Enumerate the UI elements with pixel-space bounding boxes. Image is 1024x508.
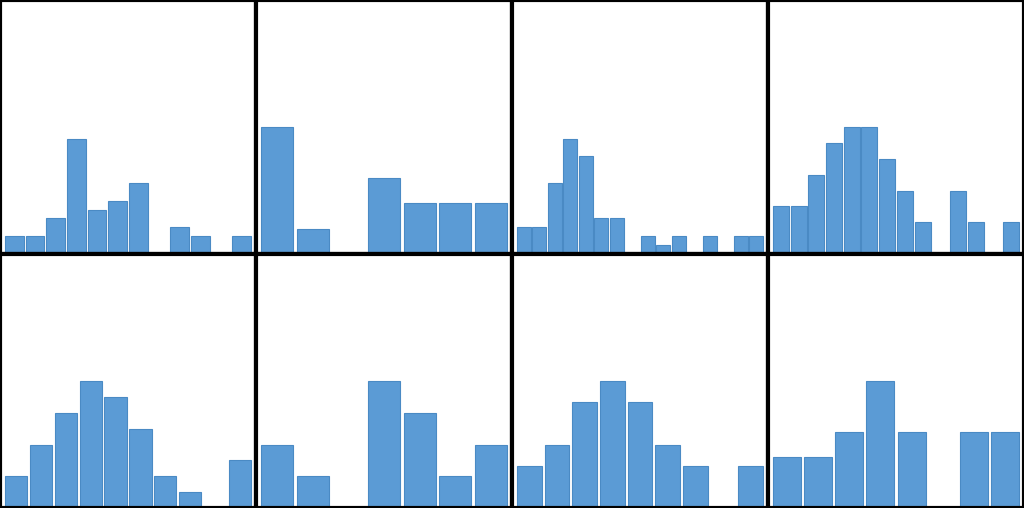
Bar [532,228,547,254]
Bar [897,190,912,254]
Bar [773,206,788,254]
Bar [88,210,106,254]
Bar [1004,223,1019,254]
Bar [80,381,102,508]
Bar [808,175,824,254]
Bar [791,206,807,254]
Bar [403,412,436,508]
Bar [545,444,569,508]
Bar [750,236,763,254]
Bar [5,477,28,508]
Bar [30,444,52,508]
Bar [641,236,654,254]
Bar [826,143,842,254]
Bar [475,203,507,254]
Bar [439,203,471,254]
Bar [179,492,202,508]
Bar [672,236,686,254]
Bar [579,156,593,254]
Bar [844,127,860,254]
Bar [950,190,966,254]
Bar [403,203,436,254]
Bar [548,183,562,254]
Bar [67,139,86,254]
Bar [261,444,293,508]
Bar [991,432,1019,508]
Bar [191,236,210,254]
Bar [563,139,578,254]
Bar [297,477,329,508]
Bar [968,223,984,254]
Bar [517,228,530,254]
Bar [439,477,471,508]
Bar [517,466,542,508]
Bar [804,457,833,508]
Bar [683,466,708,508]
Bar [54,412,77,508]
Bar [46,218,65,254]
Bar [866,381,894,508]
Bar [109,201,127,254]
Bar [738,466,763,508]
Bar [228,460,251,508]
Bar [129,183,147,254]
Bar [959,432,988,508]
Bar [261,127,293,254]
Bar [594,218,608,254]
Bar [475,444,507,508]
Bar [702,236,717,254]
Bar [5,236,24,254]
Bar [297,229,329,254]
Bar [232,236,251,254]
Bar [898,432,926,508]
Bar [773,457,801,508]
Bar [600,381,625,508]
Bar [914,223,931,254]
Bar [880,158,895,254]
Bar [170,228,189,254]
Bar [368,178,400,254]
Bar [26,236,44,254]
Bar [572,402,597,508]
Bar [733,236,748,254]
Bar [368,381,400,508]
Bar [836,432,863,508]
Bar [656,245,670,254]
Bar [861,127,878,254]
Bar [655,444,680,508]
Bar [104,397,127,508]
Bar [610,218,624,254]
Bar [129,429,152,508]
Bar [628,402,652,508]
Bar [154,477,176,508]
